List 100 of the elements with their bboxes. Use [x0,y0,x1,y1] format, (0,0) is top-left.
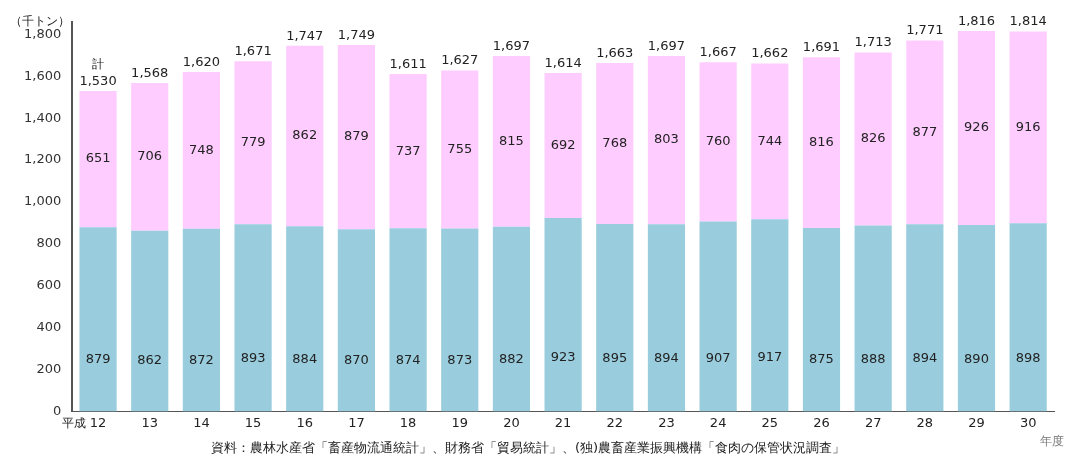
bar [699,62,737,222]
bar [1009,223,1047,412]
data-label: 706 [137,148,163,164]
bar [647,224,686,412]
data-label: 898 [1015,350,1041,366]
x-tick-label: 30 [1019,414,1037,430]
x-tick-label: 24 [709,414,727,430]
bar [751,219,789,412]
bar [182,228,220,412]
x-tick-label: 12 [89,414,107,430]
y-tick-label: 600 [36,277,62,293]
total-label: 1,614 [544,54,582,70]
bar [131,230,169,412]
bar [389,228,427,412]
x-tick-label: 16 [296,414,314,430]
data-label: 877 [912,123,938,139]
text: 平成 [62,415,87,430]
bar [802,228,841,412]
data-label: 873 [447,351,473,367]
x-tick-label: 28 [916,414,934,430]
data-label: 875 [809,351,834,367]
bar [906,224,944,412]
text: 資料：農林水産省「畜産物流通統計」、財務省「貿易統計」、(独)農畜産業振興機構「食肉の保管状況調査」 [210,439,846,455]
x-tick-label: 17 [348,414,365,430]
data-label: 744 [757,132,783,148]
total-label: 1,671 [234,43,272,59]
bar [79,90,117,228]
bar [337,45,376,230]
x-tick-label: 14 [193,414,210,430]
bar [441,70,479,229]
x-tick-label: 15 [244,414,262,430]
data-label: 803 [654,131,679,147]
data-label: 816 [809,134,834,150]
data-label: 926 [964,119,989,135]
x-tick-label: 22 [606,414,624,430]
data-label: 874 [395,351,421,367]
total-label: 1,627 [441,52,479,68]
total-label: 1,814 [1009,13,1047,29]
x-tick-label: 20 [503,414,520,430]
bar [544,218,582,412]
bar [492,55,531,227]
data-label: 894 [654,350,679,366]
bar [337,229,376,412]
total-label: 1,749 [337,26,376,42]
bar [79,227,117,412]
x-tick-label: 19 [451,414,469,430]
x-tick-label: 26 [813,414,830,430]
total-label: 1,697 [647,37,686,53]
bar [286,226,324,412]
data-label: 879 [344,128,369,144]
data-label: 768 [602,134,628,150]
total-label: 1,667 [699,44,737,60]
data-label: 882 [499,351,524,367]
bar [647,55,686,225]
data-label: 651 [85,150,111,166]
data-label: 907 [705,349,731,365]
bar [906,40,944,225]
total-label: 1,611 [389,55,427,71]
data-label: 890 [964,350,989,366]
data-label: 917 [757,348,783,364]
data-label: 826 [860,130,886,146]
total-label: 1,663 [596,44,634,60]
total-label: 1,568 [131,64,169,80]
bar [751,63,789,220]
data-label: 755 [447,140,473,156]
bar [596,223,634,412]
y-tick-label: 800 [36,235,62,251]
y-tick-label: 1,200 [24,151,62,167]
bar [389,73,427,229]
data-label: 893 [240,350,266,366]
bar [957,224,996,412]
y-tick-label: 0 [52,402,62,418]
bar [234,224,272,412]
data-label: 692 [550,136,576,152]
data-label: 737 [395,142,421,158]
total-label: 1,530 [79,72,117,88]
total-label: 1,691 [802,39,841,55]
bar [182,72,220,229]
bar [699,221,737,412]
x-tick-label: 18 [399,414,417,430]
data-label: 815 [499,132,524,148]
bar [854,225,892,412]
data-label: 748 [188,141,214,157]
bar [802,57,841,229]
bar [544,73,582,219]
total-label: 1,747 [286,27,324,43]
data-label: 872 [188,351,214,367]
data-label: 923 [550,348,576,364]
total-label: 1,662 [751,45,789,61]
bar [854,52,892,226]
x-tick-label: 29 [968,414,985,430]
bar [441,228,479,412]
data-label: 879 [85,351,111,367]
bar [1009,31,1047,224]
bar [131,82,169,231]
data-label: 779 [240,134,266,150]
x-tick-label: 25 [761,414,779,430]
total-label: 1,713 [854,34,892,50]
bar [596,63,634,224]
bar [492,226,531,412]
